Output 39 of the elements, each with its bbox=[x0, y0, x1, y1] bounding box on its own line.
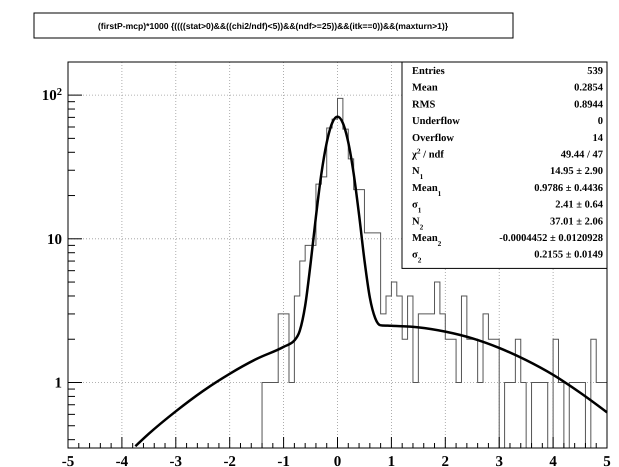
annotation: Overflow bbox=[412, 132, 454, 144]
annotation: Entries bbox=[412, 66, 445, 77]
y-tick-label: 1 bbox=[54, 375, 62, 392]
annotation: Mean$_{2}$ bbox=[412, 233, 442, 248]
x-tick-label: -1 bbox=[277, 454, 290, 467]
annotation: 0 bbox=[598, 116, 603, 128]
x-tick-label: 0 bbox=[334, 454, 342, 467]
annotation: 0.2854 bbox=[574, 82, 604, 94]
annotation: N$_{1}$ bbox=[412, 166, 424, 181]
annotation: -0.0004452 ± 0.0120928 bbox=[499, 233, 603, 244]
x-tick-label: 5 bbox=[603, 454, 611, 467]
x-tick-label: -5 bbox=[62, 454, 74, 467]
annotation: N$_{2}$ bbox=[412, 216, 424, 231]
annotation: 539 bbox=[587, 66, 603, 77]
x-tick-label: -3 bbox=[170, 454, 182, 467]
annotation: 14 bbox=[592, 132, 604, 144]
annotation: 49.44 / 47 bbox=[560, 150, 603, 160]
chart-title: (firstP-mcp)*1000 {((((stat>0)&&((chi2/ndf)<5))&&(ndf>=25))&&(itk==0))&&(maxturn>1)} bbox=[98, 21, 449, 31]
y-tick-label: 10$^{2}$ bbox=[42, 86, 62, 104]
annotation: RMS bbox=[412, 99, 436, 110]
x-tick-label: 4 bbox=[549, 454, 558, 467]
annotation: 2.41 ± 0.64 bbox=[555, 200, 604, 211]
annotation: 37.01 ± 2.06 bbox=[550, 216, 603, 228]
x-tick-label: -4 bbox=[116, 454, 129, 467]
annotation: σ$_{1}$ bbox=[412, 200, 422, 214]
annotation: Mean bbox=[412, 82, 438, 94]
x-tick-label: -2 bbox=[223, 454, 236, 467]
x-tick-label: 3 bbox=[495, 454, 503, 467]
y-tick-label: 10 bbox=[47, 232, 62, 248]
x-tick-label: 2 bbox=[442, 454, 450, 467]
annotation: Mean$_{1}$ bbox=[412, 182, 442, 198]
x-tick-label: 1 bbox=[388, 454, 396, 467]
annotation: σ$_{2}$ bbox=[412, 250, 422, 264]
annotation: Underflow bbox=[412, 116, 460, 128]
annotation: 0.2155 ± 0.0149 bbox=[534, 250, 603, 261]
annotation: 0.8944 bbox=[574, 99, 604, 110]
annotation: 0.9786 ± 0.4436 bbox=[534, 182, 603, 194]
annotation: 14.95 ± 2.90 bbox=[550, 166, 603, 178]
annotation: χ$^{2}$ / ndf bbox=[411, 146, 444, 160]
